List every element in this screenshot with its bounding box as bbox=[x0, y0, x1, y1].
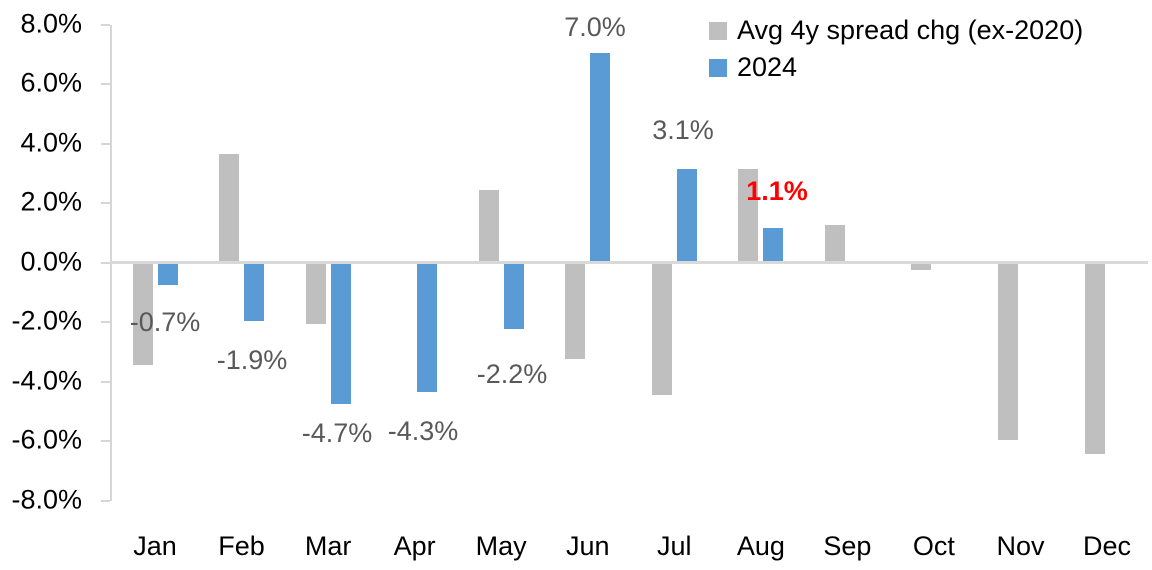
x-axis-label-aug: Aug bbox=[736, 531, 785, 561]
x-axis-label-dec: Dec bbox=[1083, 531, 1132, 561]
y-axis-tick-mark bbox=[101, 23, 110, 26]
bar-2024-feb bbox=[244, 264, 265, 321]
bar-avg-jan bbox=[132, 264, 153, 366]
bar-2024-jun bbox=[590, 52, 611, 261]
x-axis-label-nov: Nov bbox=[996, 531, 1045, 561]
y-axis-tick-mark bbox=[101, 321, 110, 323]
legend-item-avg-series: Avg 4y spread chg (ex-2020) bbox=[709, 12, 1083, 49]
y-axis-tick-label--2.0%: -2.0% bbox=[11, 305, 82, 336]
x-axis-label-sep: Sep bbox=[823, 531, 872, 561]
bar-avg-mar bbox=[305, 264, 326, 324]
bar-avg-aug bbox=[738, 168, 759, 261]
y-axis-tick-mark bbox=[101, 380, 110, 383]
x-axis-label-jan: Jan bbox=[133, 531, 177, 561]
y-axis-tick-mark bbox=[101, 202, 110, 204]
bar-2024-mar bbox=[330, 264, 351, 404]
legend-swatch-blue-icon bbox=[709, 58, 727, 77]
y-axis-tick-label--8.0%: -8.0% bbox=[11, 484, 82, 515]
bar-avg-may bbox=[478, 189, 499, 261]
y-axis-tick-label-6.0%: 6.0% bbox=[20, 67, 82, 98]
bar-avg-dec bbox=[1084, 264, 1105, 455]
data-label-jan: -0.7% bbox=[129, 307, 201, 337]
x-axis-label-feb: Feb bbox=[218, 531, 265, 561]
zero-baseline bbox=[110, 261, 1148, 264]
bar-2024-may bbox=[503, 264, 524, 330]
bar-2024-jan bbox=[157, 264, 178, 285]
x-axis-label-oct: Oct bbox=[912, 531, 955, 561]
data-label-apr: -4.3% bbox=[387, 416, 459, 446]
legend-swatch-gray-icon bbox=[709, 21, 727, 40]
y-axis-tick-mark bbox=[101, 499, 110, 502]
x-axis-label-apr: Apr bbox=[393, 531, 436, 561]
bar-2024-jul bbox=[676, 168, 697, 261]
data-label-jul: 3.1% bbox=[652, 115, 714, 145]
data-label-may: -2.2% bbox=[476, 359, 548, 389]
y-axis-tick-label--6.0%: -6.0% bbox=[11, 424, 82, 455]
y-axis-tick-label-8.0%: 8.0% bbox=[20, 8, 82, 39]
x-axis-label-jul: Jul bbox=[657, 531, 692, 561]
x-axis-label-mar: Mar bbox=[304, 531, 352, 561]
data-label-jun: 7.0% bbox=[564, 12, 626, 42]
y-axis-tick-label-4.0%: 4.0% bbox=[20, 127, 82, 158]
bar-avg-feb bbox=[219, 153, 240, 261]
data-label-feb: -1.9% bbox=[216, 345, 288, 375]
y-axis-tick-mark bbox=[101, 142, 110, 145]
bar-avg-sep bbox=[824, 225, 845, 261]
legend: Avg 4y spread chg (ex-2020) 2024 bbox=[709, 12, 1083, 86]
bar-2024-aug bbox=[763, 228, 784, 261]
data-label-aug: 1.1% bbox=[746, 176, 808, 206]
bar-avg-nov bbox=[998, 264, 1018, 440]
bar-avg-jul bbox=[651, 264, 672, 395]
y-axis-tick-label-0.0%: 0.0% bbox=[20, 246, 82, 277]
y-axis-tick-mark bbox=[101, 440, 110, 442]
bar-avg-oct bbox=[911, 264, 932, 270]
x-axis-label-may: May bbox=[475, 531, 527, 561]
y-axis-tick-mark bbox=[101, 83, 110, 85]
legend-label-avg-series: Avg 4y spread chg (ex-2020) bbox=[737, 14, 1084, 45]
bar-2024-apr bbox=[417, 264, 438, 392]
bar-avg-jun bbox=[565, 264, 586, 360]
y-axis-tick-label-2.0%: 2.0% bbox=[20, 186, 82, 217]
x-axis-label-jun: Jun bbox=[565, 531, 610, 561]
y-axis-tick-label--4.0%: -4.0% bbox=[11, 365, 82, 396]
legend-label-2024-series: 2024 bbox=[737, 51, 798, 82]
y-axis-tick-mark bbox=[101, 261, 110, 264]
legend-item-2024-series: 2024 bbox=[709, 49, 1083, 86]
data-label-mar: -4.7% bbox=[301, 418, 373, 448]
